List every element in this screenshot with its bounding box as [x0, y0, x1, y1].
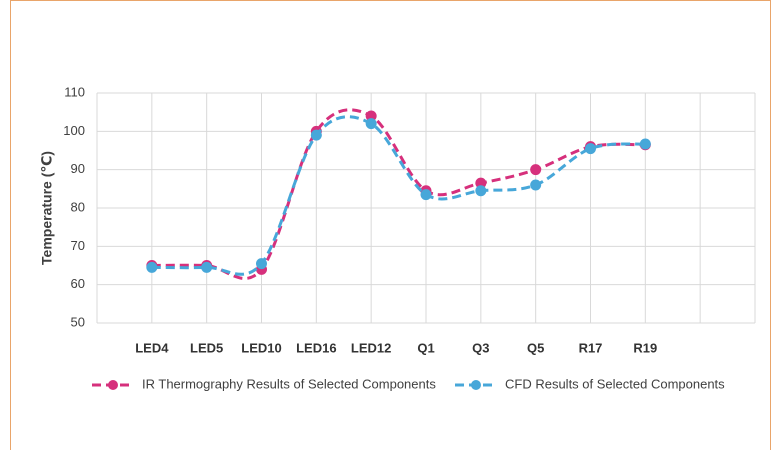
data-point [146, 261, 158, 273]
series-line [151, 108, 646, 280]
legend-label: IR Thermography Results of Selected Comp… [142, 376, 436, 391]
y-tick-label: 50 [71, 314, 85, 329]
y-tick-label: 70 [71, 238, 85, 253]
x-tick-label: LED10 [241, 340, 281, 355]
y-tick-label: 110 [64, 84, 85, 99]
legend-marker [471, 380, 481, 390]
legend-label: CFD Results of Selected Components [505, 376, 725, 391]
data-point [310, 129, 322, 141]
x-tick-label: R17 [579, 340, 603, 355]
data-point [420, 189, 432, 201]
data-point [585, 143, 596, 155]
x-tick-label: Q5 [527, 340, 544, 355]
y-axis-label: Temperature (℃) [39, 151, 55, 265]
series-line [151, 115, 646, 276]
x-tick-label: LED12 [351, 340, 391, 355]
data-point [201, 261, 213, 273]
y-tick-label: 60 [71, 276, 85, 291]
x-tick-label: Q3 [472, 340, 489, 355]
data-point [475, 185, 487, 197]
x-tick-label: LED16 [296, 340, 336, 355]
data-point [365, 110, 377, 122]
data-point [530, 164, 542, 176]
data-point [530, 179, 542, 191]
x-tick-label: LED4 [135, 340, 169, 355]
y-tick-label: 90 [71, 161, 85, 176]
data-point [475, 177, 487, 189]
x-tick-label: R19 [633, 340, 657, 355]
y-tick-label: 80 [71, 199, 85, 214]
x-tick-label: LED5 [190, 340, 223, 355]
data-point [639, 138, 651, 150]
data-point [256, 258, 267, 270]
legend-marker [108, 380, 118, 390]
x-tick-label: Q1 [417, 340, 434, 355]
y-tick-label: 100 [63, 123, 85, 138]
data-point [365, 118, 377, 130]
